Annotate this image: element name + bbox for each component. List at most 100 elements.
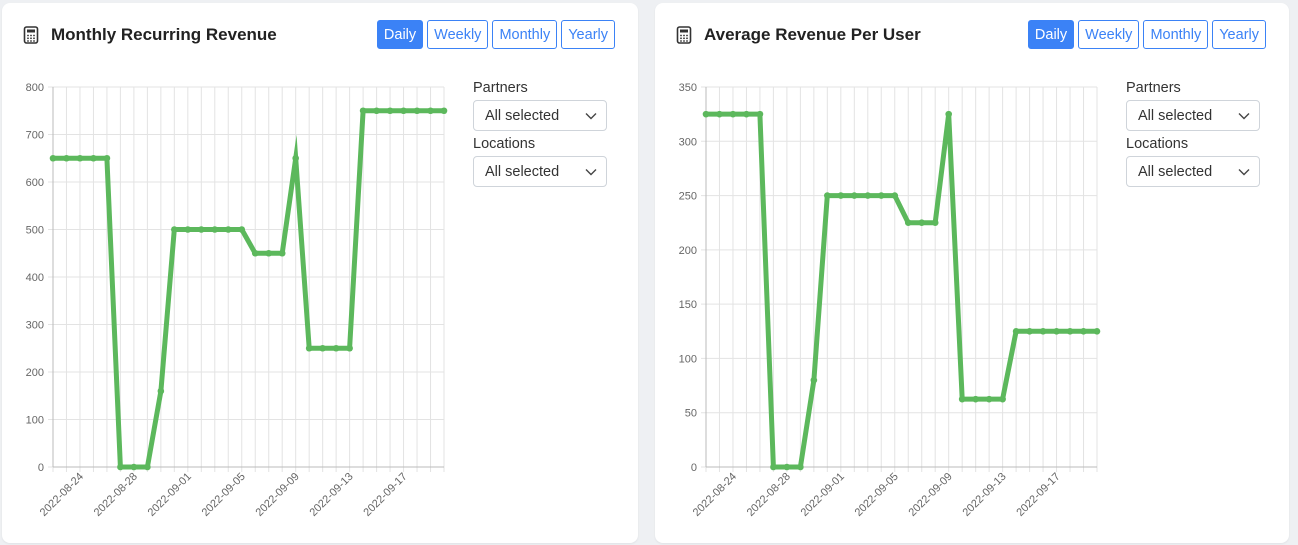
data-point[interactable] [198,226,205,233]
data-point[interactable] [904,219,912,227]
x-tick-label: 2022-08-28 [745,471,793,519]
locations-select-value: All selected [485,163,560,180]
data-point[interactable] [1026,327,1033,335]
daily-button[interactable]: Daily [376,20,424,49]
partners-select-value: All selected [485,107,560,124]
data-point[interactable] [1093,327,1101,335]
data-point[interactable] [224,226,232,233]
y-tick-label: 600 [26,177,44,189]
monthly-button[interactable]: Monthly [1143,20,1209,49]
weekly-button[interactable]: Weekly [427,20,489,49]
data-point[interactable] [292,154,299,162]
x-tick-label: 2022-09-09 [907,471,955,519]
data-point[interactable] [1012,327,1020,335]
data-point[interactable] [117,463,124,471]
data-point[interactable] [972,395,979,403]
data-point[interactable] [238,226,246,233]
data-point[interactable] [756,110,764,118]
data-point[interactable] [985,395,993,403]
data-point[interactable] [184,226,192,233]
arpu-line-chart: 0 50 100 150 200 250 300 350 2022-08-24 2022-08-2… [679,82,1101,519]
data-point[interactable] [702,110,710,118]
data-point[interactable] [413,107,421,115]
x-tick-label: 2022-09-13 [960,471,1008,519]
data-point[interactable] [1053,327,1060,335]
data-point[interactable] [278,249,286,257]
data-point[interactable] [864,192,872,199]
data-point[interactable] [999,395,1006,403]
calculator-icon [23,26,39,44]
data-point[interactable] [171,226,178,233]
series-line [53,108,444,470]
data-point[interactable] [1039,327,1047,335]
data-point[interactable] [319,344,326,352]
data-point[interactable] [729,110,737,118]
data-point[interactable] [346,344,353,352]
data-point[interactable] [90,154,97,162]
y-tick-label: 400 [26,272,44,284]
data-point[interactable] [851,192,858,199]
locations-select[interactable]: All selected [473,156,607,187]
data-point[interactable] [386,107,394,115]
data-point[interactable] [359,107,367,115]
data-point[interactable] [797,463,804,471]
data-point[interactable] [373,107,380,115]
data-point[interactable] [783,463,791,471]
data-point[interactable] [265,249,273,257]
locations-select[interactable]: All selected [1126,156,1260,187]
data-point[interactable] [251,249,259,257]
data-point[interactable] [305,344,313,352]
y-tick-label: 300 [679,136,697,148]
data-point[interactable] [877,192,885,199]
data-point[interactable] [918,219,926,227]
data-point[interactable] [810,376,818,384]
data-point[interactable] [716,110,723,118]
chevron-down-icon [1238,112,1250,119]
y-tick-label: 150 [679,299,697,311]
data-point[interactable] [211,226,219,233]
data-point[interactable] [332,344,340,352]
y-tick-label: 0 [38,462,44,474]
data-point[interactable] [144,463,151,471]
card-title: Average Revenue Per User [676,24,921,46]
data-point[interactable] [837,192,845,199]
data-point[interactable] [427,107,434,115]
data-point[interactable] [63,154,70,162]
data-point[interactable] [770,463,777,471]
x-tick-label: 2022-09-17 [361,471,409,519]
data-point[interactable] [743,110,750,118]
data-point[interactable] [1080,327,1087,335]
weekly-button[interactable]: Weekly [1078,20,1140,49]
y-tick-label: 800 [26,82,44,94]
x-tick-label: 2022-08-28 [92,471,140,519]
y-tick-label: 250 [679,191,697,203]
yearly-button[interactable]: Yearly [561,20,615,49]
y-tick-label: 500 [26,225,44,237]
data-point[interactable] [76,154,84,162]
x-tick-label: 2022-09-13 [307,471,355,519]
monthly-button[interactable]: Monthly [492,20,558,49]
data-point[interactable] [400,107,407,115]
daily-button[interactable]: Daily [1027,20,1075,49]
x-tick-label: 2022-09-01 [799,471,847,519]
data-point[interactable] [440,107,448,115]
partners-select[interactable]: All selected [473,100,607,131]
data-point[interactable] [130,463,138,471]
x-tick-label: 2022-09-17 [1014,471,1062,519]
yearly-button[interactable]: Yearly [1212,20,1266,49]
data-point[interactable] [157,387,165,395]
data-point[interactable] [945,110,952,118]
partners-select[interactable]: All selected [1126,100,1260,131]
data-point[interactable] [958,395,966,403]
data-point[interactable] [931,219,939,227]
data-point[interactable] [824,192,831,199]
x-tick-label: 2022-09-01 [146,471,194,519]
data-point[interactable] [1066,327,1074,335]
filters-panel: Partners All selected Locations All sele… [473,80,609,192]
data-point[interactable] [49,154,57,162]
data-point[interactable] [103,154,111,162]
data-point[interactable] [891,192,899,199]
y-tick-label: 100 [679,353,697,365]
x-tick-label: 2022-09-09 [254,471,302,519]
x-tick-label: 2022-09-05 [853,471,901,519]
